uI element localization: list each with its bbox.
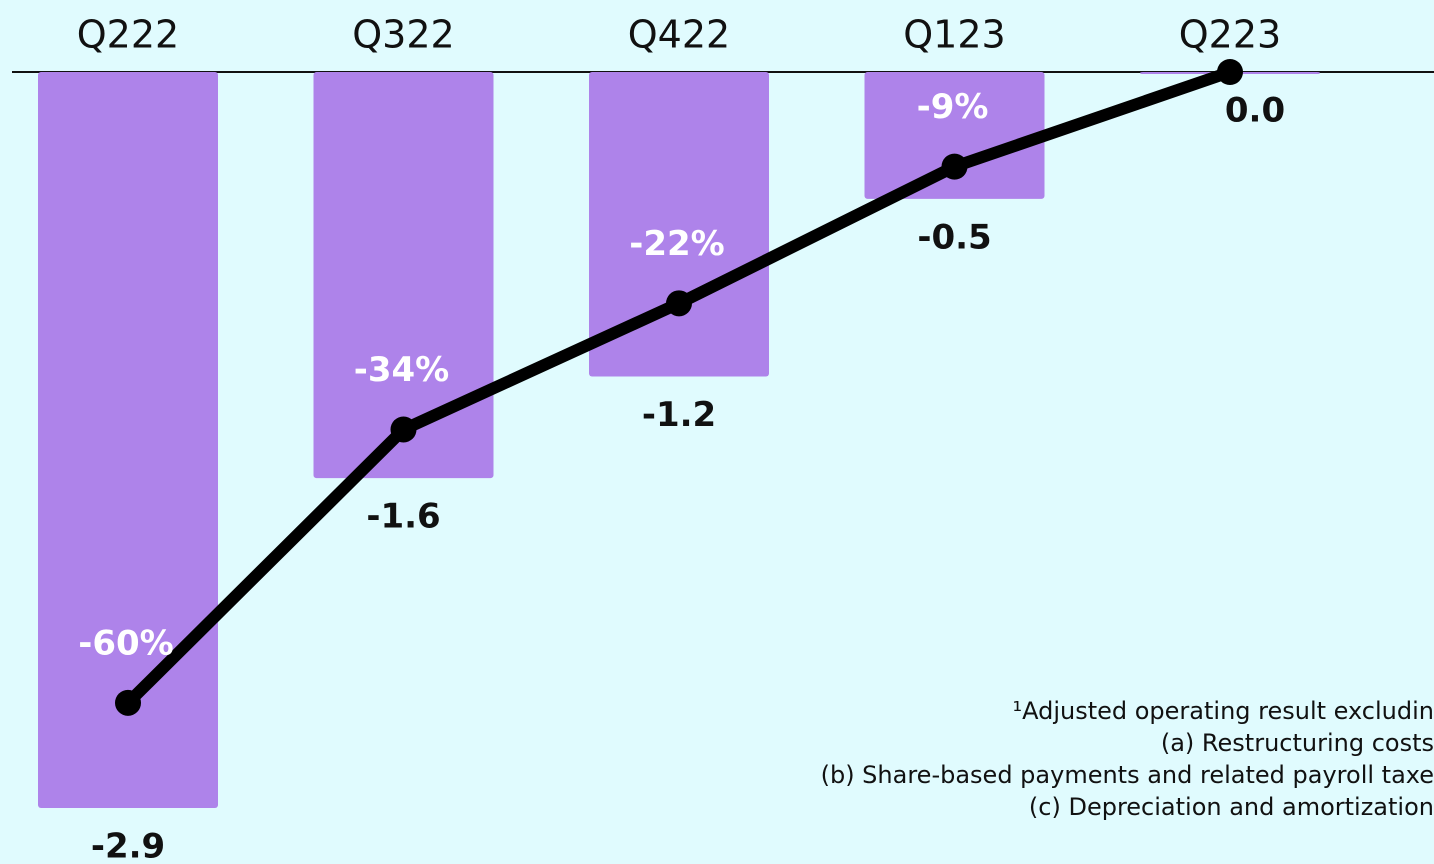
footnote: (c) Depreciation and amortization (1029, 793, 1434, 821)
x-tick-label: Q223 (1179, 13, 1281, 57)
line-point (1217, 59, 1243, 85)
bar-value-label: -0.5 (917, 217, 991, 257)
x-tick-label: Q322 (352, 13, 454, 57)
footnote: ¹Adjusted operating result excludin (1012, 697, 1434, 725)
bar-value-label: -1.6 (366, 497, 440, 537)
bar-value-label: -2.9 (91, 827, 165, 864)
bar (864, 72, 1045, 199)
line-value-label: -34% (354, 350, 450, 390)
line-point (666, 290, 692, 317)
footnote: (b) Share-based payments and related pay… (821, 761, 1434, 789)
bar (313, 72, 494, 479)
bar (589, 72, 769, 377)
bar-value-label: 0.0 (1225, 91, 1285, 131)
line-point (941, 153, 968, 180)
bar (38, 72, 218, 808)
footnote: (a) Restructuring costs (1161, 729, 1434, 757)
line-value-label: -9% (917, 87, 989, 127)
bar-value-label: -1.2 (642, 395, 716, 435)
x-tick-label: Q222 (77, 13, 179, 57)
x-tick-label: Q123 (903, 13, 1005, 57)
x-tick-label: Q422 (628, 13, 730, 57)
line-point (115, 689, 141, 716)
line-value-label: -60% (78, 623, 174, 663)
line-point (390, 416, 417, 443)
line-value-label: -22% (629, 224, 725, 264)
